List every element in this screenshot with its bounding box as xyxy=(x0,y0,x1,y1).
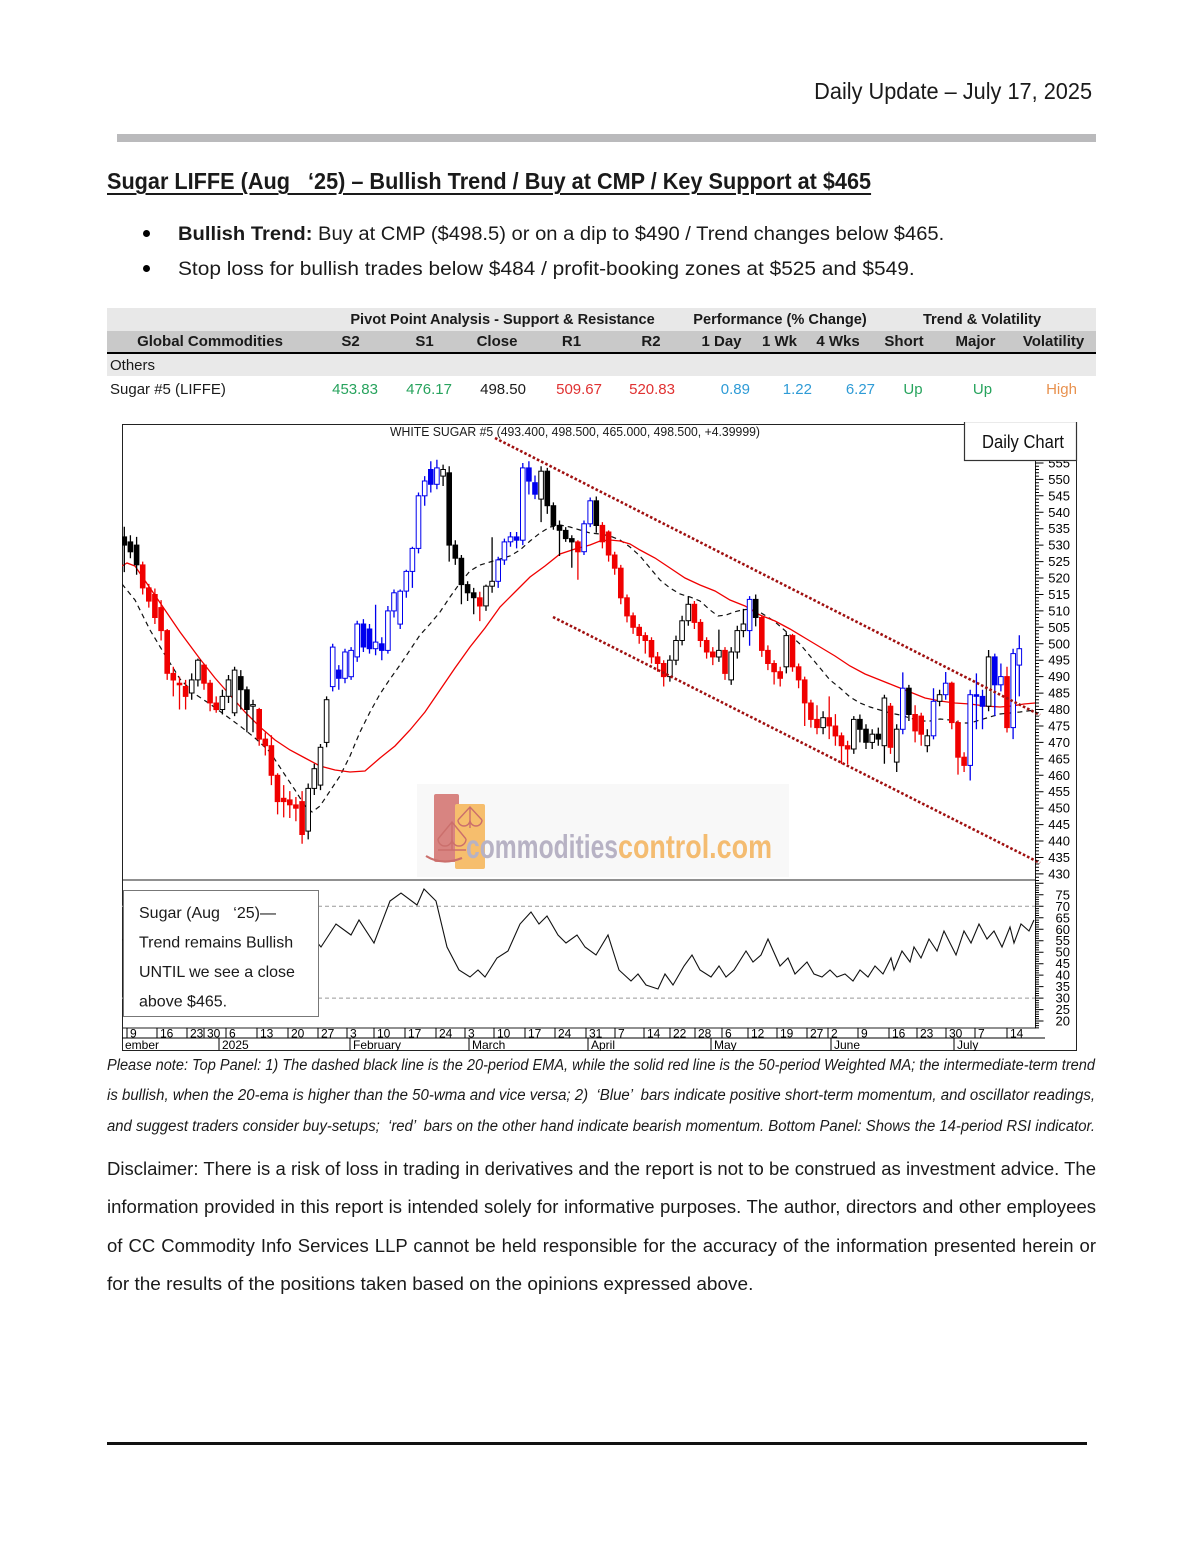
svg-text:75: 75 xyxy=(1056,887,1070,902)
svg-text:UNTIL we see a close: UNTIL we see a close xyxy=(139,964,295,981)
svg-text:30: 30 xyxy=(1056,991,1070,1006)
svg-text:above $465.: above $465. xyxy=(139,994,227,1011)
svg-text:6: 6 xyxy=(229,1027,236,1041)
svg-text:June: June xyxy=(834,1038,860,1051)
svg-text:460: 460 xyxy=(1048,768,1070,783)
svg-text:24: 24 xyxy=(558,1027,572,1041)
svg-text:480: 480 xyxy=(1048,702,1070,717)
svg-text:9: 9 xyxy=(130,1027,137,1041)
svg-text:commodities: commodities xyxy=(466,828,618,865)
svg-text:24: 24 xyxy=(439,1027,453,1041)
svg-text:30: 30 xyxy=(949,1027,963,1041)
svg-text:16: 16 xyxy=(160,1027,174,1041)
svg-text:10: 10 xyxy=(497,1027,511,1041)
svg-text:March: March xyxy=(472,1038,505,1051)
svg-text:65: 65 xyxy=(1056,910,1070,925)
svg-text:May: May xyxy=(714,1038,737,1051)
svg-text:20: 20 xyxy=(291,1027,305,1041)
svg-text:25: 25 xyxy=(1056,1002,1070,1017)
svg-text:490: 490 xyxy=(1048,669,1070,684)
svg-text:550: 550 xyxy=(1048,472,1070,487)
svg-text:545: 545 xyxy=(1048,488,1070,503)
svg-text:28: 28 xyxy=(698,1027,712,1041)
svg-text:535: 535 xyxy=(1048,521,1070,536)
svg-text:22: 22 xyxy=(673,1027,687,1041)
svg-text:2: 2 xyxy=(831,1027,838,1041)
svg-text:45: 45 xyxy=(1056,956,1070,971)
svg-text:475: 475 xyxy=(1048,719,1070,734)
svg-text:50: 50 xyxy=(1056,945,1070,960)
svg-text:40: 40 xyxy=(1056,968,1070,983)
svg-text:435: 435 xyxy=(1048,850,1070,865)
svg-text:23: 23 xyxy=(920,1027,934,1041)
svg-text:515: 515 xyxy=(1048,587,1070,602)
svg-text:445: 445 xyxy=(1048,817,1070,832)
svg-text:27: 27 xyxy=(321,1027,335,1041)
svg-text:7: 7 xyxy=(978,1027,985,1041)
svg-text:485: 485 xyxy=(1048,686,1070,701)
svg-text:430: 430 xyxy=(1048,866,1070,881)
svg-text:16: 16 xyxy=(892,1027,906,1041)
svg-text:23: 23 xyxy=(190,1027,204,1041)
svg-text:April: April xyxy=(591,1038,615,1051)
svg-text:20: 20 xyxy=(1056,1014,1070,1029)
svg-text:10: 10 xyxy=(377,1027,391,1041)
svg-text:520: 520 xyxy=(1048,571,1070,586)
svg-text:17: 17 xyxy=(408,1027,422,1041)
svg-text:505: 505 xyxy=(1048,620,1070,635)
svg-text:14: 14 xyxy=(1010,1027,1024,1041)
svg-text:3: 3 xyxy=(350,1027,357,1041)
svg-text:60: 60 xyxy=(1056,922,1070,937)
svg-text:19: 19 xyxy=(780,1027,794,1041)
svg-text:WHITE SUGAR #5 (493.400, 498.5: WHITE SUGAR #5 (493.400, 498.500, 465.00… xyxy=(390,425,760,439)
svg-text:465: 465 xyxy=(1048,751,1070,766)
svg-text:control.com: control.com xyxy=(618,828,772,865)
svg-text:525: 525 xyxy=(1048,554,1070,569)
svg-text:12: 12 xyxy=(751,1027,765,1041)
svg-text:3: 3 xyxy=(468,1027,475,1041)
svg-text:17: 17 xyxy=(528,1027,542,1041)
svg-text:July: July xyxy=(957,1038,978,1051)
svg-text:30: 30 xyxy=(207,1027,221,1041)
svg-text:510: 510 xyxy=(1048,603,1070,618)
svg-text:6: 6 xyxy=(725,1027,732,1041)
svg-text:55: 55 xyxy=(1056,933,1070,948)
svg-text:455: 455 xyxy=(1048,784,1070,799)
svg-text:500: 500 xyxy=(1048,636,1070,651)
svg-text:9: 9 xyxy=(861,1027,868,1041)
svg-text:31: 31 xyxy=(589,1027,603,1041)
svg-text:ember: ember xyxy=(125,1038,159,1051)
svg-text:Trend remains Bullish: Trend remains Bullish xyxy=(139,935,293,952)
svg-text:540: 540 xyxy=(1048,505,1070,520)
svg-text:2025: 2025 xyxy=(222,1038,249,1051)
svg-text:27: 27 xyxy=(810,1027,824,1041)
svg-text:February: February xyxy=(353,1038,401,1051)
svg-text:Sugar (Aug ‘25)—: Sugar (Aug ‘25)— xyxy=(139,905,276,922)
svg-text:14: 14 xyxy=(647,1027,661,1041)
svg-text:35: 35 xyxy=(1056,979,1070,994)
svg-text:70: 70 xyxy=(1056,899,1070,914)
svg-text:7: 7 xyxy=(618,1027,625,1041)
svg-text:Daily Chart: Daily Chart xyxy=(982,432,1064,452)
svg-text:530: 530 xyxy=(1048,538,1070,553)
svg-text:440: 440 xyxy=(1048,834,1070,849)
svg-text:450: 450 xyxy=(1048,801,1070,816)
svg-text:470: 470 xyxy=(1048,735,1070,750)
svg-text:495: 495 xyxy=(1048,653,1070,668)
svg-text:13: 13 xyxy=(260,1027,274,1041)
